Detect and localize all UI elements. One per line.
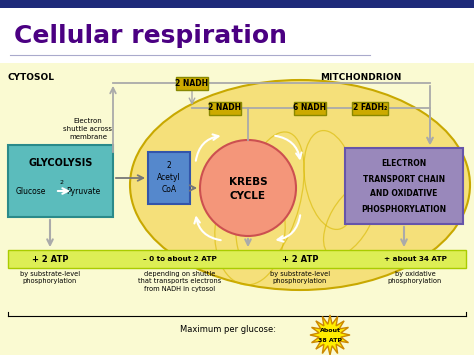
Text: PHOSPHORYLATION: PHOSPHORYLATION: [362, 204, 447, 213]
Bar: [148, 152, 190, 204]
Bar: [176, 76, 208, 89]
Text: by oxidative
phosphorylation: by oxidative phosphorylation: [388, 271, 442, 284]
Text: – 0 to about 2 ATP: – 0 to about 2 ATP: [143, 256, 217, 262]
Bar: [0, 0, 474, 8]
Text: + 2 ATP: + 2 ATP: [32, 255, 68, 263]
Circle shape: [200, 140, 296, 236]
Text: by substrate-level
phosphorylation: by substrate-level phosphorylation: [20, 271, 80, 284]
Bar: [209, 102, 241, 115]
Text: MITCHONDRION: MITCHONDRION: [320, 73, 401, 82]
Text: Maximum per glucose:: Maximum per glucose:: [180, 326, 276, 334]
Text: 2: 2: [60, 180, 64, 186]
Text: Acetyl: Acetyl: [157, 174, 181, 182]
Text: Cellular respiration: Cellular respiration: [14, 24, 287, 48]
Text: + 2 ATP: + 2 ATP: [282, 255, 318, 263]
Polygon shape: [310, 315, 350, 355]
Bar: [0, 8, 474, 63]
Bar: [352, 102, 388, 115]
Text: CoA: CoA: [162, 186, 176, 195]
Text: + about 34 ATP: + about 34 ATP: [383, 256, 447, 262]
Text: CYTOSOL: CYTOSOL: [8, 73, 55, 82]
Text: KREBS: KREBS: [228, 177, 267, 187]
Text: ELECTRON: ELECTRON: [382, 159, 427, 169]
Bar: [294, 102, 326, 115]
Text: 2 NADH: 2 NADH: [209, 104, 242, 113]
Text: AND OXIDATIVE: AND OXIDATIVE: [370, 190, 438, 198]
Text: GLYCOLYSIS: GLYCOLYSIS: [28, 158, 93, 168]
Bar: [345, 148, 463, 224]
Text: 2 FADH₂: 2 FADH₂: [353, 104, 387, 113]
Text: TRANSPORT CHAIN: TRANSPORT CHAIN: [363, 175, 445, 184]
Text: depending on shuttle
that transports electrons
from NADH in cytosol: depending on shuttle that transports ele…: [138, 271, 222, 292]
Text: 38 ATP: 38 ATP: [318, 339, 342, 344]
Text: About: About: [319, 328, 340, 333]
Bar: [8, 145, 113, 217]
Bar: [0, 63, 474, 355]
Text: CYCLE: CYCLE: [230, 191, 266, 201]
Text: by substrate-level
phosphorylation: by substrate-level phosphorylation: [270, 271, 330, 284]
Text: 2: 2: [167, 162, 172, 170]
Text: 2 NADH: 2 NADH: [175, 78, 209, 87]
Text: 6 NADH: 6 NADH: [293, 104, 327, 113]
Bar: [8, 250, 466, 268]
Text: Electron
shuttle across
membrane: Electron shuttle across membrane: [64, 118, 112, 140]
Text: Glucose: Glucose: [16, 186, 46, 196]
Ellipse shape: [130, 80, 470, 290]
Text: Pyruvate: Pyruvate: [66, 186, 100, 196]
